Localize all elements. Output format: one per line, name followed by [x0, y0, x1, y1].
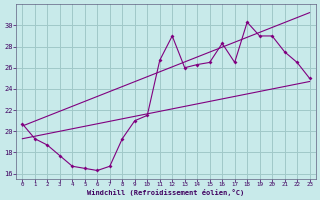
X-axis label: Windchill (Refroidissement éolien,°C): Windchill (Refroidissement éolien,°C) [87, 189, 244, 196]
